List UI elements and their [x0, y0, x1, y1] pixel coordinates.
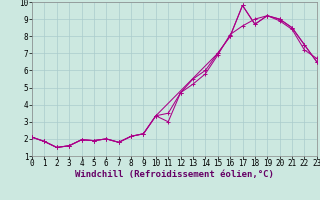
X-axis label: Windchill (Refroidissement éolien,°C): Windchill (Refroidissement éolien,°C)	[75, 170, 274, 179]
